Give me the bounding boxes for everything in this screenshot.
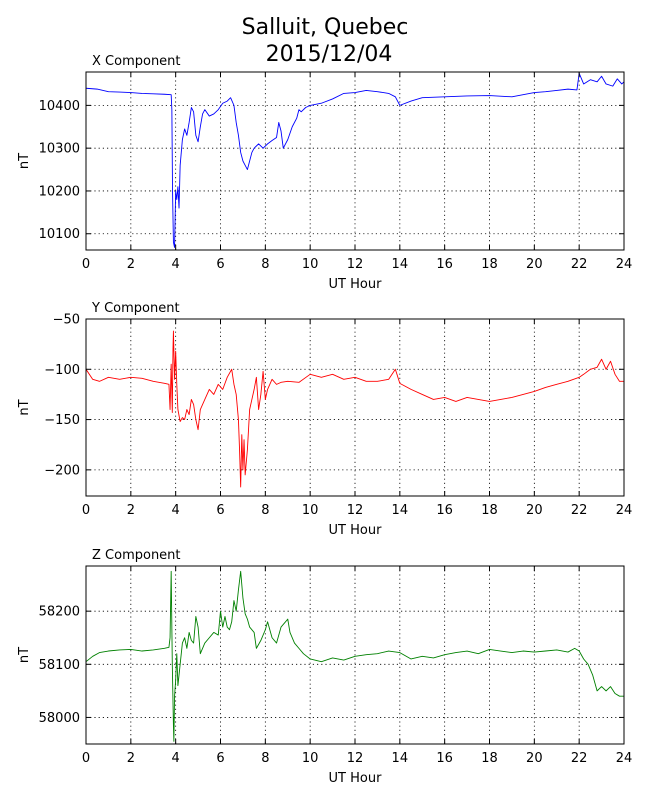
x-component-xtick-label: 10 — [302, 257, 319, 272]
y-component-title: Y Component — [91, 301, 180, 316]
z-component-xtick-label: 0 — [82, 751, 90, 766]
y-component-xtick-label: 24 — [616, 503, 633, 518]
z-component-xtick-label: 4 — [172, 751, 180, 766]
y-component-xtick-label: 2 — [127, 503, 135, 518]
z-component-xtick-label: 10 — [302, 751, 319, 766]
x-component-panel: 0 2 4 6 8 10 12 14 16 18 20 22 241010010200103001040… — [17, 54, 632, 292]
x-component-ylabel: nT — [17, 153, 32, 169]
y-component-series-line — [86, 330, 624, 488]
x-component-ytick-label: 10400 — [39, 99, 80, 114]
z-component-xtick-label: 16 — [436, 751, 453, 766]
figure-title-line2: 2015/12/04 — [266, 42, 393, 67]
y-component-ytick-label: −200 — [44, 463, 80, 478]
y-component-xlabel: UT Hour — [329, 523, 383, 538]
x-component-ytick-label: 10300 — [39, 142, 80, 157]
y-component-xtick-label: 0 — [82, 503, 90, 518]
x-component-xtick-label: 22 — [571, 257, 588, 272]
z-component-title: Z Component — [92, 548, 181, 563]
z-component-xtick-label: 12 — [347, 751, 364, 766]
y-component-xtick-label: 14 — [392, 503, 409, 518]
x-component-xtick-label: 16 — [436, 257, 453, 272]
x-component-xtick-label: 2 — [127, 257, 135, 272]
z-component-xtick-label: 24 — [616, 751, 633, 766]
y-component-xtick-label: 22 — [571, 503, 588, 518]
x-component-xtick-label: 24 — [616, 257, 633, 272]
x-component-xtick-label: 6 — [216, 257, 224, 272]
x-component-xtick-label: 4 — [172, 257, 180, 272]
y-component-ylabel: nT — [17, 399, 32, 415]
z-component-xtick-label: 8 — [261, 751, 269, 766]
y-component-xtick-label: 8 — [261, 503, 269, 518]
y-component-xtick-label: 4 — [172, 503, 180, 518]
x-component-ytick-label: 10200 — [39, 184, 80, 199]
z-component-ytick-label: 58000 — [39, 711, 80, 726]
x-component-xtick-label: 14 — [392, 257, 409, 272]
x-component-series-line — [86, 72, 624, 248]
z-component-xtick-label: 14 — [392, 751, 409, 766]
y-component-xtick-label: 6 — [216, 503, 224, 518]
x-component-xtick-label: 8 — [261, 257, 269, 272]
z-component-xtick-label: 20 — [526, 751, 543, 766]
y-component-ytick-label: −100 — [44, 363, 80, 378]
x-component-xtick-label: 12 — [347, 257, 364, 272]
z-component-xtick-label: 18 — [481, 751, 498, 766]
z-component-xtick-label: 6 — [216, 751, 224, 766]
y-component-xtick-label: 10 — [302, 503, 319, 518]
z-component-series-line — [86, 570, 624, 742]
z-component-ytick-label: 58200 — [39, 605, 80, 620]
x-component-xtick-label: 0 — [82, 257, 90, 272]
y-component-xtick-label: 12 — [347, 503, 364, 518]
y-component-xtick-label: 18 — [481, 503, 498, 518]
z-component-ytick-label: 58100 — [39, 658, 80, 673]
x-component-xlabel: UT Hour — [329, 277, 383, 292]
y-component-xtick-label: 16 — [436, 503, 453, 518]
x-component-xtick-label: 20 — [526, 257, 543, 272]
figure-title-line1: Salluit, Quebec — [242, 15, 409, 40]
x-component-ytick-label: 10100 — [39, 227, 80, 242]
y-component-xtick-label: 20 — [526, 503, 543, 518]
x-component-title: X Component — [92, 54, 181, 69]
z-component-xlabel: UT Hour — [329, 771, 383, 786]
panels: 0 2 4 6 8 10 12 14 16 18 20 22 241010010200103001040… — [17, 54, 632, 786]
z-component-xtick-label: 2 — [127, 751, 135, 766]
z-component-ylabel: nT — [17, 647, 32, 663]
x-component-xtick-label: 18 — [481, 257, 498, 272]
y-component-ytick-label: −150 — [44, 413, 80, 428]
z-component-xtick-label: 22 — [571, 751, 588, 766]
y-component-ytick-label: −50 — [53, 313, 80, 328]
